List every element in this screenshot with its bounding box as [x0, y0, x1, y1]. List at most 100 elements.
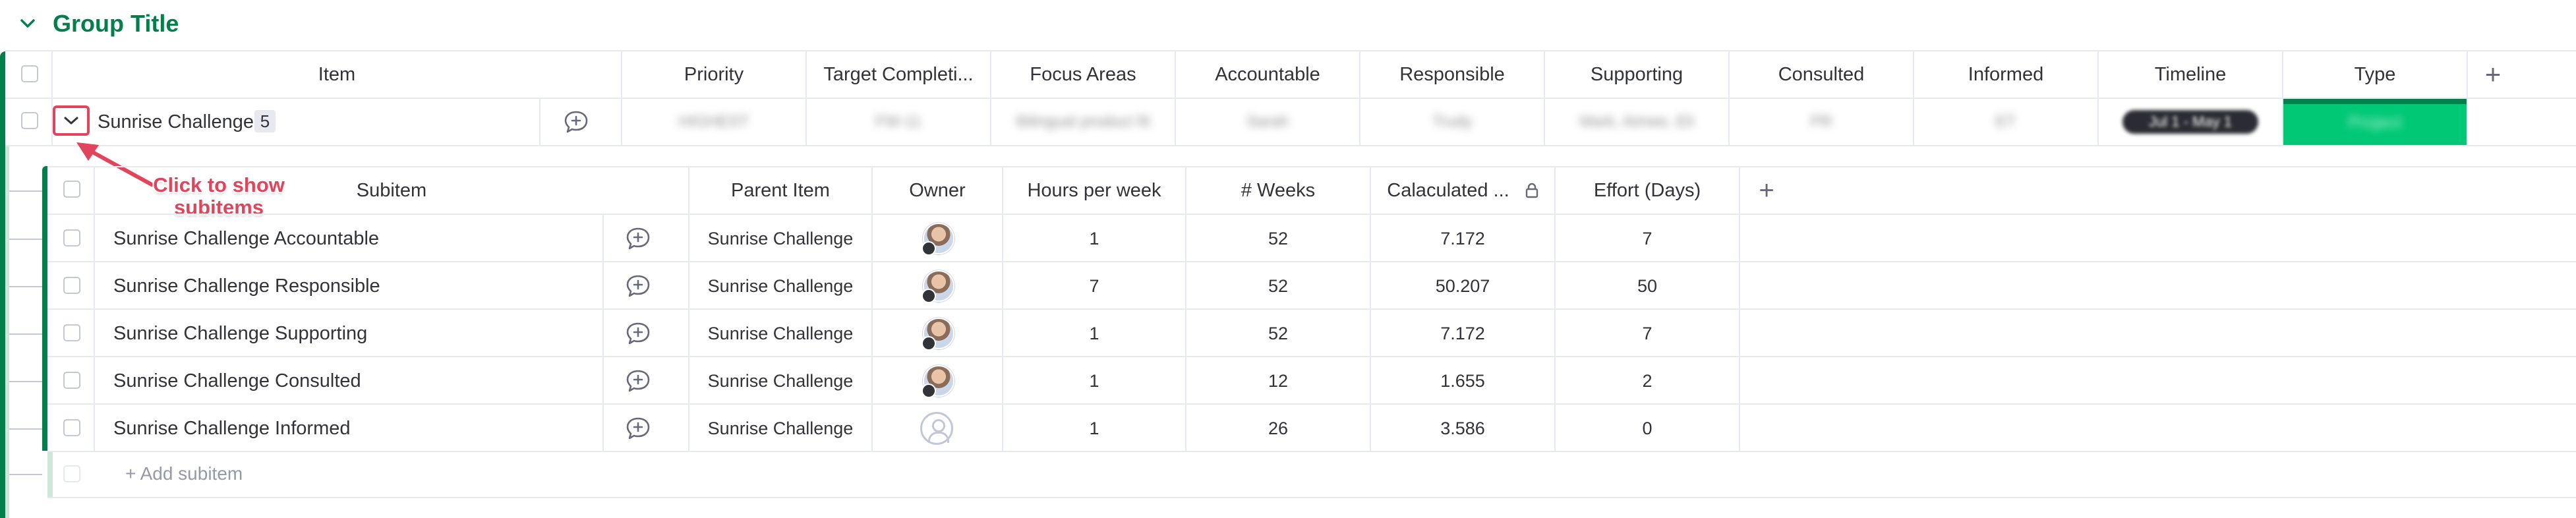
- annotation-line-1: Click to show: [153, 173, 285, 196]
- subitem-name[interactable]: Sunrise Challenge Accountable: [113, 227, 380, 249]
- item-responsible[interactable]: Trudy: [1432, 113, 1473, 130]
- add-conversation-icon: [564, 111, 588, 133]
- tree-connector-header: [9, 190, 42, 192]
- column-header-supporting[interactable]: Supporting: [1590, 63, 1683, 85]
- group-title[interactable]: Group Title: [53, 10, 179, 37]
- item-priority[interactable]: HIGHEST: [678, 113, 749, 130]
- subitem-hours-per-week[interactable]: 1: [1089, 323, 1099, 343]
- subitem-checkbox[interactable]: [63, 372, 80, 389]
- item-name[interactable]: Sunrise Challenge: [98, 111, 254, 132]
- item-focus-areas[interactable]: Bilingual product fit: [1016, 113, 1150, 130]
- subitem-updates-button[interactable]: [625, 225, 651, 252]
- subitem-updates-button[interactable]: [625, 368, 651, 394]
- item-consulted[interactable]: PR: [1810, 113, 1832, 130]
- item-accountable[interactable]: Sarah: [1246, 113, 1289, 130]
- column-header-type[interactable]: Type: [2354, 63, 2396, 85]
- subitem-hours-per-week[interactable]: 7: [1089, 275, 1099, 296]
- item-informed[interactable]: ET: [1995, 113, 2016, 130]
- subitem-hours-per-week[interactable]: 1: [1089, 370, 1099, 391]
- tree-connector: [9, 333, 42, 335]
- owner-avatar[interactable]: [922, 365, 954, 398]
- subitem-header-calculated-label: Calaculated ...: [1387, 179, 1509, 201]
- subitem-weeks[interactable]: 52: [1268, 275, 1289, 296]
- subitem-checkbox[interactable]: [63, 324, 80, 341]
- subitem-hours-per-week[interactable]: 1: [1089, 418, 1099, 438]
- add-conversation-icon: [626, 227, 650, 250]
- subitem-calculated: 3.586: [1440, 418, 1485, 438]
- subitem-checkbox[interactable]: [63, 277, 80, 294]
- subitems-color-bar-light: [47, 451, 53, 497]
- subitem-name[interactable]: Sunrise Challenge Consulted: [113, 370, 361, 391]
- add-conversation-icon: [626, 322, 650, 345]
- subitem-name[interactable]: Sunrise Challenge Supporting: [113, 322, 368, 344]
- subitems-color-bar: [42, 166, 47, 451]
- add-subitem-input[interactable]: + Add subitem: [125, 463, 243, 484]
- subitem-calculated: 50.207: [1435, 275, 1490, 296]
- subitem-weeks[interactable]: 12: [1268, 370, 1289, 391]
- item-checkbox[interactable]: [21, 112, 38, 129]
- subitem-weeks[interactable]: 52: [1268, 228, 1289, 248]
- subitem-weeks[interactable]: 26: [1268, 418, 1289, 438]
- subitem-header-owner[interactable]: Owner: [909, 179, 966, 201]
- add-conversation-icon: [626, 417, 650, 440]
- add-column-button[interactable]: +: [2484, 59, 2502, 90]
- subitem-header-effort[interactable]: Effort (Days): [1593, 179, 1701, 201]
- item-timeline[interactable]: Jul 1 - May 1: [2099, 99, 2282, 145]
- subitem-weeks[interactable]: 52: [1268, 323, 1289, 343]
- subitem-updates-button[interactable]: [625, 320, 651, 347]
- subitem-row[interactable]: Sunrise Challenge Responsible Sunrise Ch…: [47, 262, 2576, 310]
- subitems-add-column-button[interactable]: +: [1759, 175, 1774, 205]
- column-header-priority[interactable]: Priority: [684, 63, 744, 85]
- subitem-parent-item[interactable]: Sunrise Challenge: [707, 418, 854, 438]
- column-header-target-completion[interactable]: Target Completi...: [823, 63, 974, 85]
- tree-connector-add: [9, 474, 42, 475]
- owner-avatar[interactable]: [922, 270, 954, 303]
- subitem-name[interactable]: Sunrise Challenge Informed: [113, 417, 351, 439]
- subitem-parent-item[interactable]: Sunrise Challenge: [707, 323, 854, 343]
- subitem-row[interactable]: Sunrise Challenge Informed Sunrise Chall…: [47, 405, 2576, 452]
- item-updates-button[interactable]: [563, 109, 589, 135]
- column-header-item[interactable]: Item: [318, 63, 356, 85]
- subitem-updates-button[interactable]: [625, 273, 651, 299]
- expand-subitems-button[interactable]: [53, 105, 90, 136]
- subitem-parent-item[interactable]: Sunrise Challenge: [707, 275, 854, 296]
- subitems-select-all-checkbox[interactable]: [63, 181, 80, 198]
- column-header-focus-areas[interactable]: Focus Areas: [1030, 63, 1136, 85]
- owner-empty-avatar-icon[interactable]: [920, 412, 953, 445]
- subitem-row[interactable]: Sunrise Challenge Consulted Sunrise Chal…: [47, 357, 2576, 405]
- item-target-completion[interactable]: FW-11: [875, 113, 922, 130]
- subitem-parent-item[interactable]: Sunrise Challenge: [707, 370, 854, 391]
- subitem-name[interactable]: Sunrise Challenge Responsible: [113, 275, 380, 297]
- subitem-header-hours-per-week[interactable]: Hours per week: [1027, 179, 1161, 201]
- column-header-informed[interactable]: Informed: [1968, 63, 2044, 85]
- select-all-checkbox[interactable]: [21, 65, 38, 82]
- group-collapse-chevron-icon[interactable]: [18, 16, 37, 32]
- item-type-status[interactable]: Project: [2283, 99, 2467, 145]
- tree-connector: [9, 428, 42, 430]
- subitem-row[interactable]: Sunrise Challenge Supporting Sunrise Cha…: [47, 310, 2576, 357]
- owner-avatar[interactable]: [922, 223, 954, 256]
- column-header-timeline[interactable]: Timeline: [2154, 63, 2227, 85]
- subitem-count-badge[interactable]: 5: [254, 110, 276, 132]
- subitem-header-name[interactable]: Subitem: [356, 179, 427, 201]
- subitem-row[interactable]: Sunrise Challenge Accountable Sunrise Ch…: [47, 215, 2576, 262]
- subitem-parent-item[interactable]: Sunrise Challenge: [707, 228, 854, 248]
- subitem-checkbox[interactable]: [63, 419, 80, 436]
- owner-avatar[interactable]: [922, 318, 954, 351]
- tree-connector: [9, 286, 42, 287]
- column-header-accountable[interactable]: Accountable: [1215, 63, 1320, 85]
- subitem-header-parent-item[interactable]: Parent Item: [731, 179, 830, 201]
- column-header-responsible[interactable]: Responsible: [1399, 63, 1505, 85]
- subitem-checkbox[interactable]: [63, 229, 80, 246]
- subitem-header-weeks[interactable]: # Weeks: [1241, 179, 1316, 201]
- subitem-hours-per-week[interactable]: 1: [1089, 228, 1099, 248]
- tree-connector: [9, 381, 42, 382]
- type-column-accent: [2283, 99, 2467, 104]
- owner-badge-icon: [922, 289, 936, 303]
- item-supporting[interactable]: Mark, Aimee, Eli: [1579, 113, 1694, 130]
- add-subitem-checkbox: [63, 465, 80, 482]
- item-type-label: Project: [2348, 111, 2402, 132]
- subitem-updates-button[interactable]: [625, 415, 651, 442]
- subitem-header-calculated[interactable]: Calaculated ...: [1371, 167, 1554, 214]
- column-header-consulted[interactable]: Consulted: [1778, 63, 1865, 85]
